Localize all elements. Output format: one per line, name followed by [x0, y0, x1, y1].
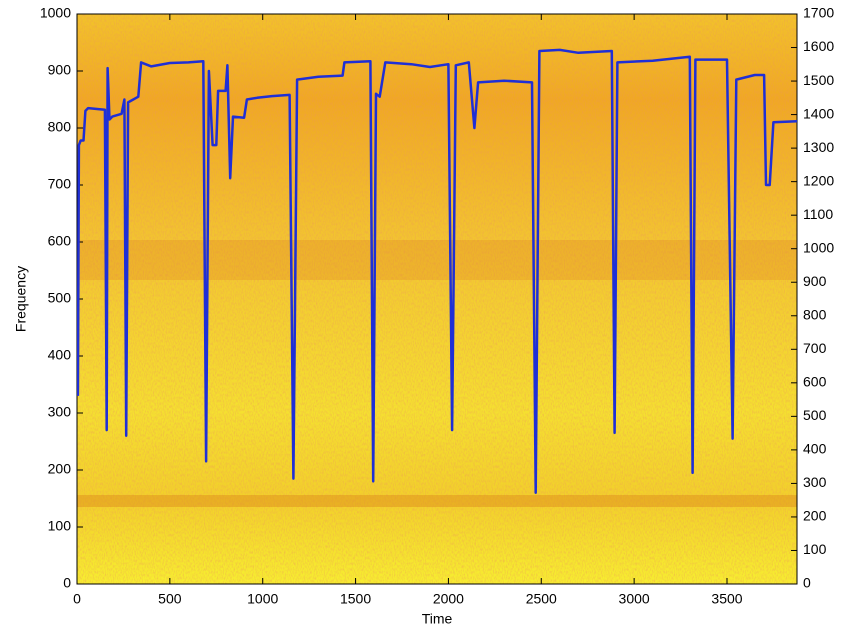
- spectrogram: [77, 14, 797, 584]
- x-tick-label: 3000: [619, 591, 650, 607]
- y2-tick-label: 0: [803, 575, 811, 591]
- y-tick-label: 800: [48, 119, 72, 135]
- y2-tick-label: 800: [803, 306, 827, 322]
- y2-tick-label: 400: [803, 441, 827, 457]
- y-tick-label: 900: [48, 62, 72, 78]
- y-tick-label: 0: [63, 575, 71, 591]
- y-tick-label: 200: [48, 461, 72, 477]
- y2-tick-label: 300: [803, 474, 827, 490]
- y-tick-label: 600: [48, 233, 72, 249]
- y2-tick-label: 1400: [803, 105, 834, 121]
- y2-tick-label: 100: [803, 541, 827, 557]
- x-tick-label: 1500: [340, 591, 371, 607]
- y-tick-label: 500: [48, 290, 72, 306]
- x-tick-label: 2000: [433, 591, 464, 607]
- y2-tick-label: 700: [803, 340, 827, 356]
- y2-tick-label: 1300: [803, 139, 834, 155]
- y-tick-label: 700: [48, 176, 72, 192]
- x-tick-label: 3500: [711, 591, 742, 607]
- y2-tick-label: 1000: [803, 239, 834, 255]
- y2-tick-label: 1700: [803, 5, 834, 21]
- y-tick-label: 1000: [40, 5, 71, 21]
- pitch-line: [77, 48, 797, 495]
- x-tick-label: 500: [158, 591, 182, 607]
- y-tick-label: 400: [48, 347, 72, 363]
- x-tick-label: 1000: [247, 591, 278, 607]
- y2-tick-label: 1500: [803, 72, 834, 88]
- x-tick-label: 2500: [526, 591, 557, 607]
- y2-tick-label: 1100: [803, 206, 833, 222]
- y2-tick-label: 600: [803, 374, 827, 390]
- x-axis-label: Time: [422, 611, 453, 627]
- y-tick-label: 300: [48, 404, 72, 420]
- y2-tick-label: 1200: [803, 172, 834, 188]
- x-tick-label: 0: [73, 591, 81, 607]
- y-tick-label: 100: [48, 518, 72, 534]
- y2-tick-label: 900: [803, 273, 827, 289]
- y2-tick-label: 1600: [803, 38, 834, 54]
- y2-tick-label: 500: [803, 407, 827, 423]
- y-axis-label: Frequency: [13, 266, 29, 332]
- y2-tick-label: 200: [803, 508, 827, 524]
